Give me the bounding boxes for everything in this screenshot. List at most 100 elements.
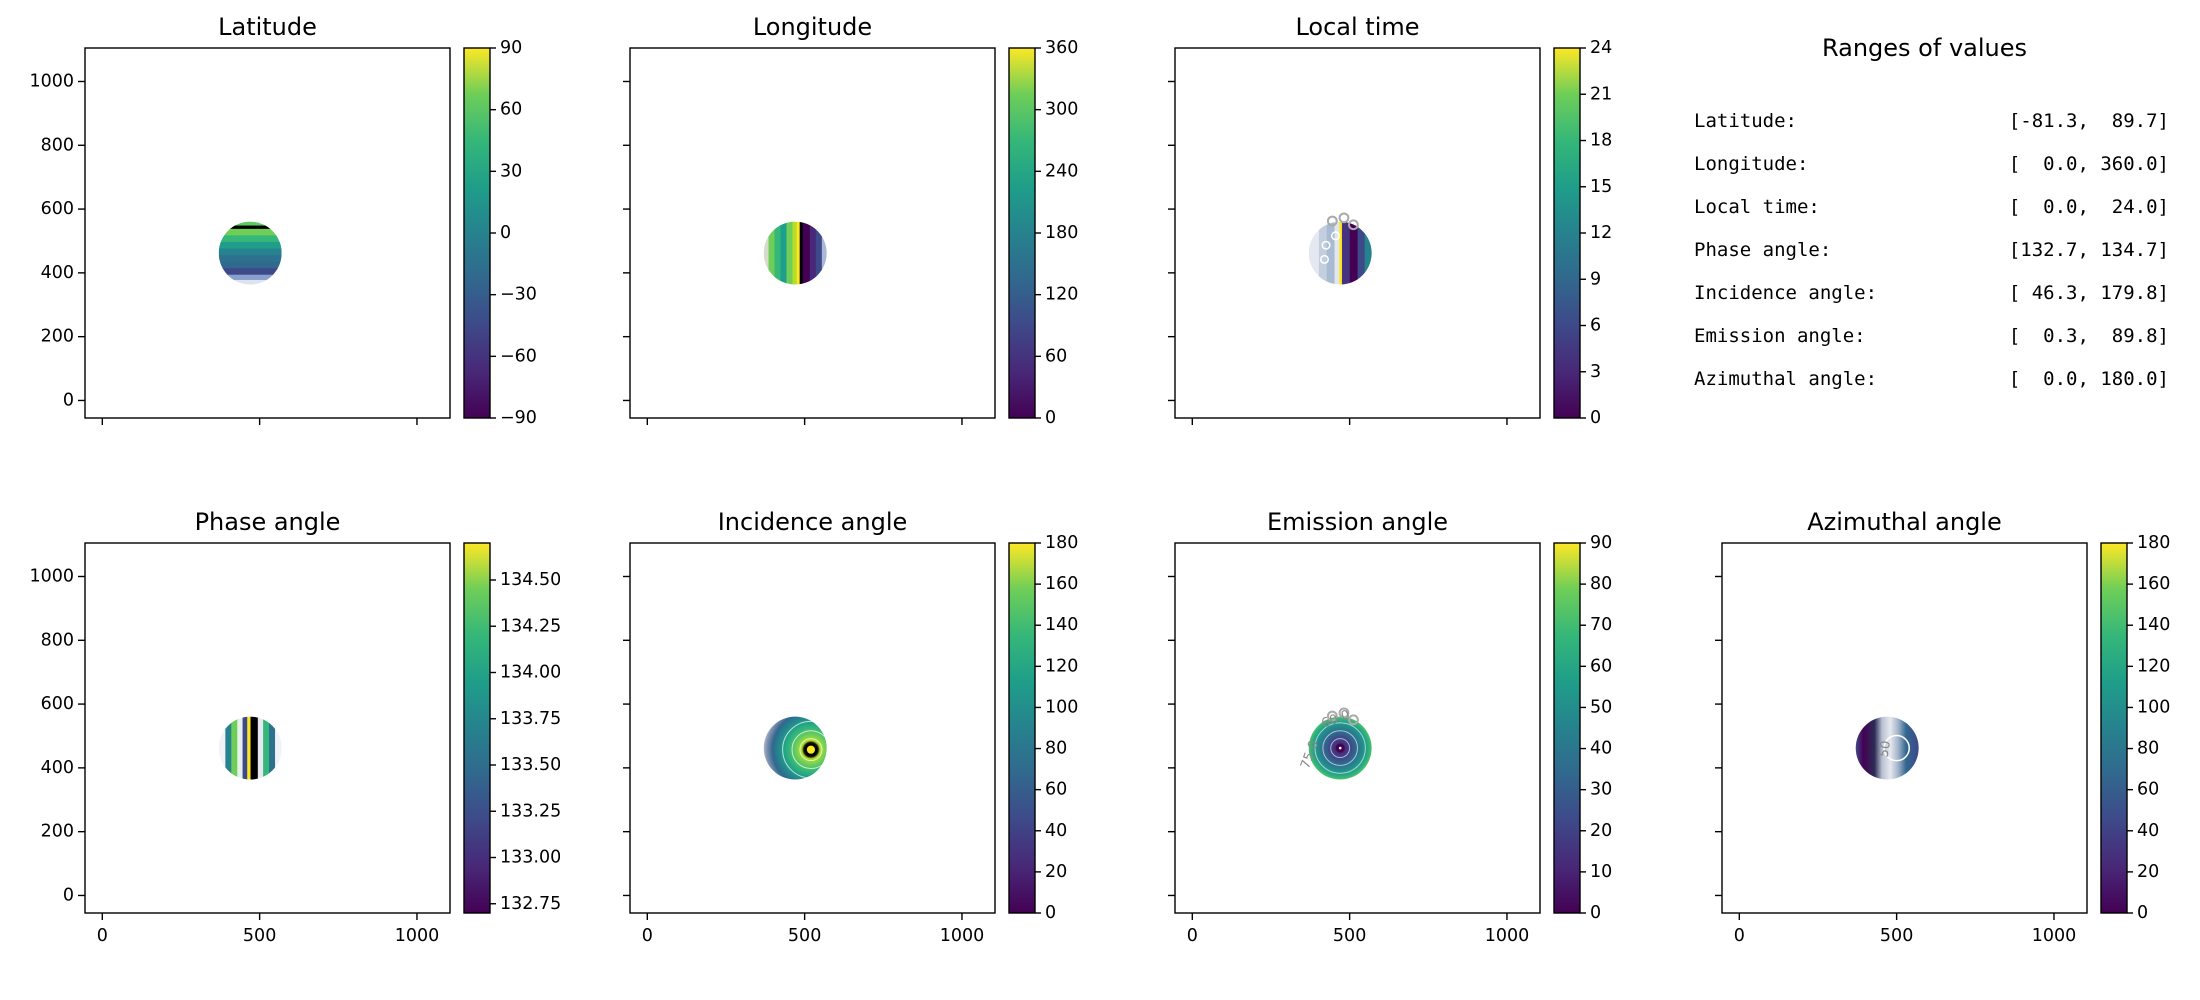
colorbar-tick-label: 0 (1045, 903, 1056, 923)
contour-line (1322, 730, 1359, 766)
colorbar-tick-label: 140 (1045, 615, 1078, 635)
colorbar-tick-label: 180 (2137, 533, 2170, 553)
planet-disc (218, 221, 282, 285)
y-tick-label: 200 (41, 327, 74, 347)
y-tick-label: 0 (63, 885, 74, 905)
subplot-title: Azimuthal angle (1807, 508, 2001, 536)
contour-center (1335, 743, 1345, 753)
range-row: Longitude: [ 0.0, 360.0] (1694, 143, 2169, 186)
x-tick-label: 0 (97, 926, 108, 946)
colorbar-tick-label: 60 (1045, 780, 1067, 800)
contour-line (804, 743, 818, 757)
local-time-chart: Local time 24 21 18 15 12 9 6 3 0 (1168, 13, 1612, 428)
colorbar-tick-label: 80 (2137, 739, 2159, 759)
range-row-value: [132.7, 134.7] (2008, 239, 2169, 261)
colorbar-tick-label: 360 (1045, 38, 1078, 58)
contour-line (1319, 254, 1329, 264)
colorbar-tick-label: 30 (1590, 780, 1612, 800)
colorbar-tick-label: 30 (500, 161, 522, 181)
x-tick-label: 500 (1880, 926, 1913, 946)
subplot-emission-angle: Emission angle 60.0 75.0 0 500 1000 90 80 70 60 50… (1105, 505, 1650, 989)
colorbar-tick-label: 240 (1045, 161, 1078, 181)
colorbar-tick-label: 70 (1590, 615, 1612, 635)
subplot-azimuthal-angle: Azimuthal angle 50 0 500 1000 180 160 140 120 100… (1652, 505, 2197, 989)
contour-label: 50 (1876, 740, 1894, 759)
colorbar-tick-label: 15 (1590, 177, 1612, 197)
contour-line (1330, 231, 1340, 241)
colorbar-tick-label: 24 (1590, 38, 1612, 58)
colorbar-tick-label: 60 (1590, 656, 1612, 676)
contour-label-mark (1326, 215, 1338, 227)
colorbar-tick-label: 10 (1590, 862, 1612, 882)
subplot-longitude: Longitude 360 300 240 180 120 60 0 (560, 10, 1105, 494)
colorbar-tick-label: 160 (2137, 574, 2170, 594)
colorbar-tick-label: 0 (1590, 903, 1601, 923)
x-tick-label: 1000 (2032, 926, 2077, 946)
range-row: Latitude: [-81.3, 89.7] (1694, 100, 2169, 143)
colorbar-tick-label: 60 (2137, 780, 2159, 800)
y-tick-label: 800 (41, 630, 74, 650)
subplot-title: Local time (1295, 13, 1419, 41)
contour-line (1314, 722, 1366, 774)
colorbar (1553, 542, 1581, 914)
y-tick-label: 600 (41, 199, 74, 219)
ranges-rows: Latitude: [-81.3, 89.7] Longitude: [ 0.0, 3… (1652, 100, 2197, 401)
subplot-title: Phase angle (195, 508, 341, 536)
colorbar-tick-label: 100 (2137, 697, 2170, 717)
x-tick-label: 1000 (1485, 926, 1530, 946)
contour-line (1883, 734, 1910, 762)
colorbar-tick-label: 0 (1590, 408, 1601, 428)
range-row-label: Emission angle: (1694, 325, 1866, 347)
x-tick-label: 1000 (395, 926, 440, 946)
range-row: Phase angle: [132.7, 134.7] (1694, 229, 2169, 272)
colorbar-tick-label: 3 (1590, 362, 1601, 382)
planet-disc (1855, 716, 1919, 780)
contour-line (791, 730, 827, 770)
colorbar-tick-label: 132.75 (500, 894, 560, 914)
range-row-value: [ 0.0, 360.0] (2008, 153, 2169, 175)
contour-line (1330, 738, 1351, 759)
contour-line (1321, 240, 1331, 250)
colorbar-tick-label: 60 (500, 100, 522, 120)
colorbar-tick-label: 120 (1045, 656, 1078, 676)
contour-label-mark (1348, 714, 1359, 726)
colorbar-tick-label: 40 (2137, 821, 2159, 841)
colorbar-tick-label: 21 (1590, 84, 1612, 104)
colorbar-tick-label: 6 (1590, 316, 1601, 336)
colorbar-tick-label: 0 (1045, 408, 1056, 428)
contour-label-mark (1348, 219, 1359, 231)
contour-label-mark (1338, 707, 1350, 719)
range-row-value: [ 0.0, 24.0] (2008, 196, 2169, 218)
colorbar-tick-label: 9 (1590, 269, 1601, 289)
range-row-label: Local time: (1694, 196, 1820, 218)
colorbar (463, 542, 491, 914)
colorbar-tick-label: 12 (1590, 223, 1612, 243)
planet-disc (1308, 221, 1372, 285)
colorbar (463, 47, 491, 419)
subplot-phase-angle: Phase angle 0 200 400 600 800 1000 0 500 1000 134.… (15, 505, 561, 989)
colorbar-tick-label: 80 (1590, 574, 1612, 594)
colorbar-tick-label: 0 (500, 223, 511, 243)
planet-disc (763, 716, 827, 780)
colorbar-tick-label: 133.75 (500, 709, 560, 729)
colorbar-tick-label: 133.00 (500, 848, 560, 868)
planet-disc (218, 716, 282, 780)
colorbar-tick-label: 140 (2137, 615, 2170, 635)
range-row-label: Phase angle: (1694, 239, 1832, 261)
range-row-value: [-81.3, 89.7] (2008, 110, 2169, 132)
subplot-latitude: Latitude 0 200 400 600 800 1000 90 60 30 0 −30 −60 −9… (15, 10, 560, 494)
latitude-chart: Latitude 0 200 400 600 800 1000 90 60 30 0 −30 −60 −9… (29, 13, 537, 428)
range-row-label: Incidence angle: (1694, 282, 1878, 304)
colorbar (1008, 542, 1036, 914)
subplot-title: Emission angle (1267, 508, 1448, 536)
contour-label-mark (1326, 710, 1338, 722)
subplot-title: Incidence angle (718, 508, 908, 536)
range-row-value: [ 46.3, 179.8] (2008, 282, 2169, 304)
colorbar (2100, 542, 2128, 914)
colorbar-tick-label: 134.25 (500, 616, 560, 636)
subplot-title: Longitude (753, 13, 872, 41)
colorbar-tick-label: −90 (500, 408, 537, 428)
range-row-label: Longitude: (1694, 153, 1809, 175)
